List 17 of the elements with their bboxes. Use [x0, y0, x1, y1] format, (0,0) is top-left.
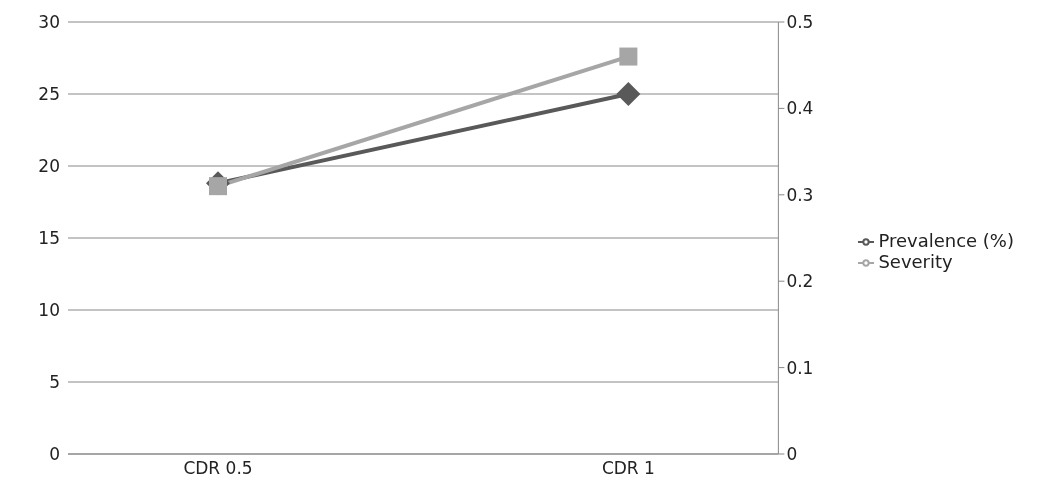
legend-label: Severity: [878, 251, 953, 272]
y2-tick-label: 0.2: [786, 271, 814, 292]
y2-tick-label: 0.4: [786, 98, 814, 119]
y-tick-label: 15: [38, 228, 60, 249]
y-tick-label: 10: [38, 300, 60, 321]
y-tick-label: 20: [38, 156, 60, 177]
y2-tick-label: 0.5: [786, 12, 814, 33]
y-tick-label: 0: [49, 444, 60, 465]
x-tick-label: CDR 0.5: [183, 458, 253, 479]
legend-label: Prevalence (%): [878, 230, 1014, 251]
y-tick-label: 30: [38, 12, 60, 33]
x-tick-label: CDR 1: [601, 458, 655, 479]
y-tick-label: 25: [38, 84, 60, 105]
y2-tick-label: 0.1: [786, 357, 814, 378]
y2-tick-label: 0.3: [786, 184, 814, 205]
y2-tick-label: 0: [786, 444, 798, 465]
y-tick-label: 5: [49, 372, 60, 393]
